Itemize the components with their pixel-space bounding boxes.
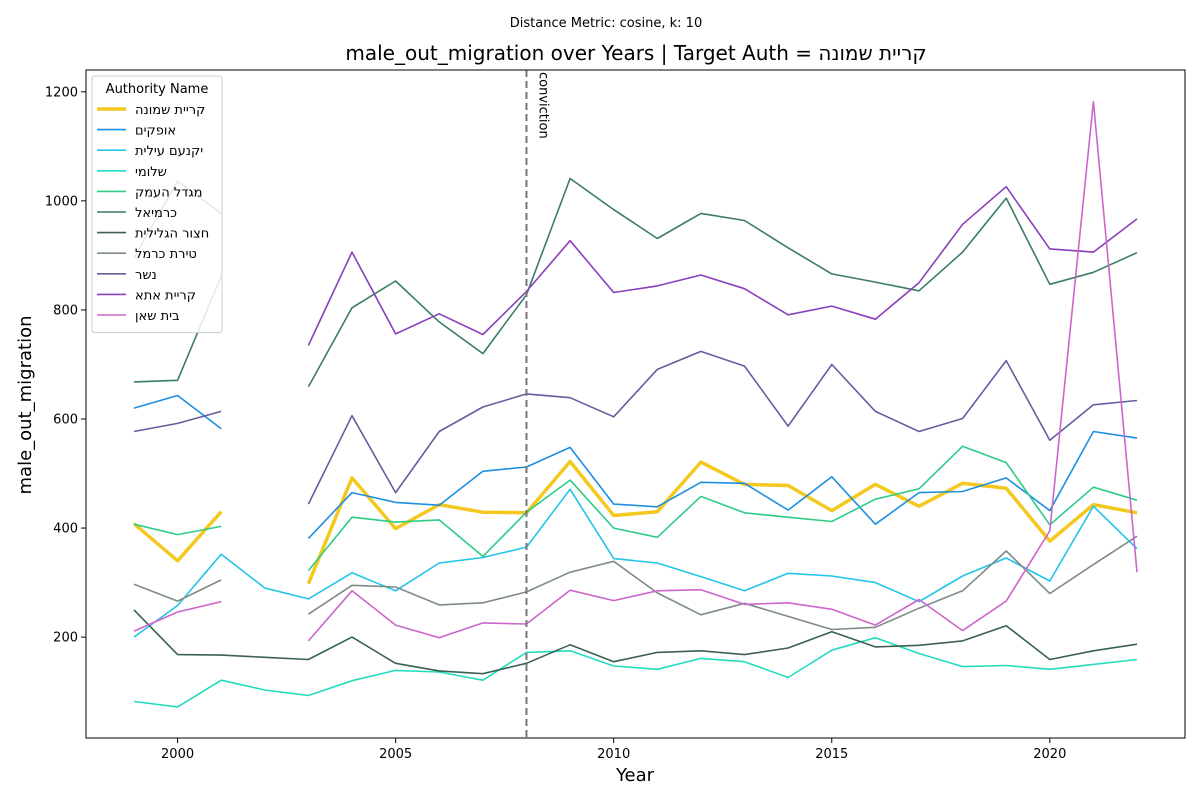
x-axis-title: Year: [615, 765, 655, 786]
series-line-6: [133, 609, 1138, 675]
series-line-5: [133, 177, 1138, 388]
legend-label-1: אופקים: [135, 124, 176, 139]
series-line-10: [133, 100, 1138, 642]
y-tick-label: 600: [53, 412, 78, 427]
x-tick-label: 2000: [161, 747, 194, 762]
legend-label-4: מגדל העמק: [135, 185, 203, 200]
legend-label-3: שלומי: [135, 165, 167, 180]
legend-label-8: נשר: [135, 268, 157, 283]
legend-title: Authority Name: [106, 82, 209, 97]
y-tick-label: 400: [53, 522, 78, 537]
legend-label-5: כרמיאל: [135, 206, 177, 221]
legend-label-2: יקנעם עילית: [135, 144, 203, 159]
legend-label-9: קריית אתא: [135, 288, 196, 303]
plot-area: conviction: [85, 69, 1186, 739]
series-line-0: [132, 459, 1138, 585]
series-line-1: [133, 394, 1138, 539]
legend-box: [91, 75, 223, 334]
y-axis: 200 400 600 800 1000 1200: [45, 85, 86, 646]
chart-title: male_out_migration over Years | Target A…: [345, 41, 926, 65]
x-tick-label: 2005: [379, 747, 412, 762]
y-tick-label: 1200: [45, 85, 78, 100]
y-tick-label: 1000: [45, 194, 78, 209]
y-axis-title: male_out_migration: [15, 316, 36, 495]
series-line-9: [133, 180, 1138, 346]
legend-label-0: קריית שמונה: [135, 103, 205, 118]
x-tick-label: 2010: [597, 747, 630, 762]
legend-label-7: טירת כרמל: [135, 247, 197, 262]
legend-label-6: חצור הגלילית: [135, 227, 209, 242]
series-line-2: [133, 488, 1138, 638]
plot-frame: [85, 69, 1186, 739]
annotation-label: conviction: [535, 72, 550, 139]
series-line-4: [133, 445, 1138, 572]
legend: Authority Name קריית שמונה אופקים יקנעם עיל…: [91, 75, 223, 334]
x-tick-label: 2020: [1033, 747, 1066, 762]
series-line-8: [133, 350, 1138, 505]
x-tick-label: 2015: [815, 747, 848, 762]
chart-suptitle: Distance Metric: cosine, k: 10: [510, 16, 702, 31]
x-axis: 2000 2005 2010 2015 2020: [161, 738, 1066, 762]
y-tick-label: 200: [53, 631, 78, 646]
legend-label-10: בית שאן: [135, 309, 180, 324]
series-line-3: [133, 636, 1138, 708]
y-tick-label: 800: [53, 303, 78, 318]
series-line-7: [133, 535, 1138, 631]
